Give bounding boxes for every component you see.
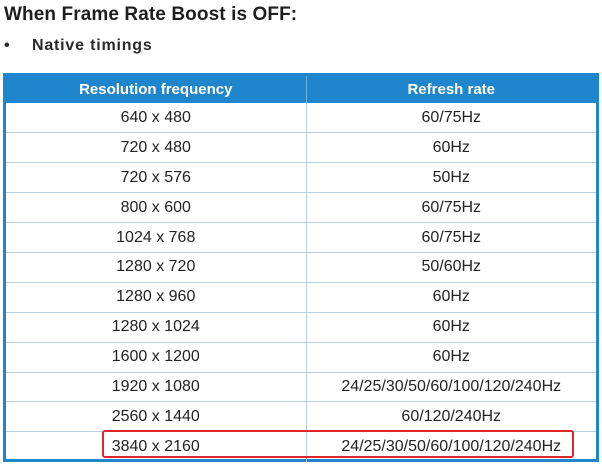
table-row: 720 x 480 60Hz [6, 132, 596, 164]
refresh-rate-cell: 60/75Hz [306, 103, 596, 134]
refresh-rate-cell: 50/60Hz [306, 252, 596, 283]
section-heading: When Frame Rate Boost is OFF: [4, 4, 298, 25]
table-row: 640 x 480 60/75Hz [6, 103, 596, 134]
resolution-cell: 3840 x 2160 [6, 431, 307, 462]
table-row: 1280 x 960 60Hz [6, 282, 596, 313]
column-header-refresh-rate: Refresh rate [407, 81, 496, 98]
table-row: 3840 x 2160 24/25/30/50/60/100/120/240Hz [6, 431, 596, 462]
resolution-cell: 800 x 600 [6, 192, 307, 224]
resolution-cell: 640 x 480 [6, 103, 307, 134]
refresh-rate-cell: 60Hz [306, 312, 596, 343]
table-header-row: Resolution frequency Refresh rate [6, 76, 596, 103]
resolution-cell: 1280 x 720 [6, 252, 307, 283]
refresh-rate-cell: 50Hz [306, 162, 596, 194]
bullet-label: Native timings [32, 37, 153, 54]
resolution-cell: 1920 x 1080 [6, 372, 307, 403]
bullet-item: • Native timings [4, 37, 153, 55]
refresh-rate-cell: 60/120/240Hz [306, 401, 596, 433]
refresh-rate-cell: 60/75Hz [306, 222, 596, 253]
table-row: 800 x 600 60/75Hz [6, 192, 596, 224]
table-row: 1280 x 1024 60Hz [6, 312, 596, 343]
table-row: 1600 x 1200 60Hz [6, 342, 596, 373]
bullet-icon: • [4, 37, 11, 54]
refresh-rate-cell: 24/25/30/50/60/100/120/240Hz [341, 437, 562, 455]
resolution-cell: 1280 x 1024 [6, 312, 307, 343]
refresh-rate-cell: 60/75Hz [306, 192, 596, 224]
resolution-cell: 1280 x 960 [6, 282, 307, 313]
column-header-resolution: Resolution frequency [6, 76, 307, 103]
resolution-cell: 1600 x 1200 [6, 342, 307, 373]
resolution-cell: 720 x 480 [6, 132, 307, 164]
timings-table: Resolution frequency Refresh rate 640 x … [6, 76, 596, 462]
resolution-cell: 1024 x 768 [6, 222, 307, 253]
refresh-rate-cell: 60Hz [306, 132, 596, 164]
table-row: 1024 x 768 60/75Hz [6, 222, 596, 253]
table-row: 1280 x 720 50/60Hz [6, 252, 596, 283]
refresh-rate-cell: 60Hz [306, 282, 596, 313]
table-row: 1920 x 1080 24/25/30/50/60/100/120/240Hz [6, 372, 596, 403]
timings-table-frame: Resolution frequency Refresh rate 640 x … [3, 73, 599, 462]
resolution-cell: 2560 x 1440 [6, 401, 307, 433]
resolution-cell: 720 x 576 [6, 162, 307, 194]
refresh-rate-cell: 60Hz [306, 342, 596, 373]
table-row: 2560 x 1440 60/120/240Hz [6, 401, 596, 433]
table-row: 720 x 576 50Hz [6, 162, 596, 194]
refresh-rate-cell: 24/25/30/50/60/100/120/240Hz [306, 372, 596, 403]
